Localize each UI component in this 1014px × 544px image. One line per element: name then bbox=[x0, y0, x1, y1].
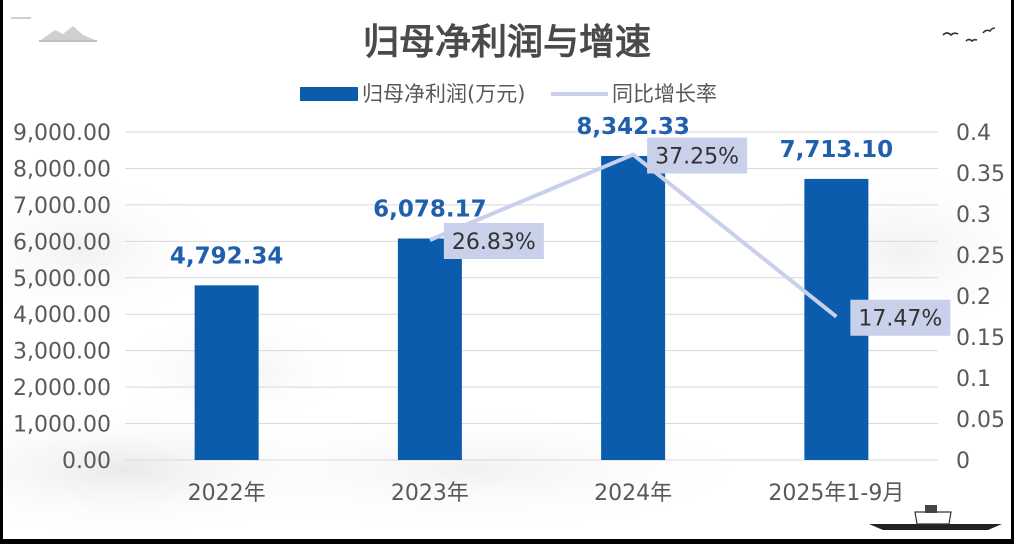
left-axis: 9,000.00 8,000.00 7,000.00 6,000.00 5,000.00… bbox=[13, 121, 111, 474]
right-axis-tick-label: 0.35 bbox=[956, 162, 1005, 187]
bar-data-label: 8,342.33 bbox=[576, 114, 690, 140]
left-axis-tick-label: 3,000.00 bbox=[13, 340, 111, 365]
line-series: 26.83% 37.25% 17.47% bbox=[429, 137, 951, 336]
growth-line bbox=[429, 152, 838, 319]
right-axis: 0.4 0.35 0.3 0.25 0.2 0.15 0.1 0.05 0 bbox=[956, 121, 1005, 474]
left-axis-tick-label: 5,000.00 bbox=[13, 267, 111, 292]
mountain-logo-icon bbox=[11, 17, 97, 42]
bar-data-label: 6,078.17 bbox=[373, 196, 487, 222]
left-axis-tick-label: 6,000.00 bbox=[13, 230, 111, 255]
legend-label-bar: 归母净利润(万元) bbox=[362, 82, 525, 106]
legend: 归母净利润(万元) 同比增长率 bbox=[300, 82, 717, 106]
line-data-label-text: 37.25% bbox=[655, 145, 739, 170]
left-axis-tick-label: 0.00 bbox=[62, 449, 111, 474]
line-data-label-text: 26.83% bbox=[452, 230, 536, 255]
x-axis-tick-label: 2023年 bbox=[391, 481, 469, 506]
line-data-label-text: 17.47% bbox=[858, 307, 942, 332]
left-axis-tick-label: 2,000.00 bbox=[13, 376, 111, 401]
birds-icon bbox=[942, 27, 996, 43]
left-axis-tick-label: 8,000.00 bbox=[13, 157, 111, 182]
chart-title: 归母净利润与增速 bbox=[363, 22, 651, 63]
left-axis-tick-label: 7,000.00 bbox=[13, 194, 111, 219]
right-axis-tick-label: 0.05 bbox=[956, 408, 1005, 433]
legend-label-line: 同比增长率 bbox=[612, 82, 717, 106]
chart: 归母净利润与增速 归母净利润(万元) 同比增长率 9,000.00 8,000.0… bbox=[3, 17, 1011, 539]
right-axis-tick-label: 0.25 bbox=[956, 244, 1005, 269]
bar bbox=[194, 285, 259, 460]
line-data-label: 26.83% bbox=[443, 222, 544, 259]
line-data-label: 17.47% bbox=[850, 299, 951, 336]
bar bbox=[397, 238, 462, 460]
right-axis-tick-label: 0.2 bbox=[956, 285, 991, 310]
bar-data-label: 4,792.34 bbox=[170, 243, 284, 269]
left-axis-tick-label: 9,000.00 bbox=[13, 121, 111, 146]
right-axis-tick-label: 0 bbox=[956, 449, 970, 474]
boat-icon bbox=[869, 505, 1002, 530]
x-axis-tick-label: 2025年1-9月 bbox=[768, 481, 904, 506]
right-axis-tick-label: 0.3 bbox=[956, 203, 991, 228]
legend-swatch-bar bbox=[300, 87, 358, 101]
left-axis-tick-label: 1,000.00 bbox=[13, 413, 111, 438]
right-axis-tick-label: 0.1 bbox=[956, 367, 991, 392]
right-axis-tick-label: 0.4 bbox=[956, 121, 991, 146]
line-data-label: 37.25% bbox=[647, 137, 748, 174]
line-data-label-box bbox=[647, 137, 748, 174]
x-axis: 2022年 2023年 2024年 2025年1-9月 bbox=[188, 481, 905, 506]
line-data-label-box bbox=[443, 222, 544, 259]
right-axis-tick-label: 0.15 bbox=[956, 326, 1005, 351]
x-axis-tick-label: 2022年 bbox=[188, 481, 266, 506]
left-axis-tick-label: 4,000.00 bbox=[13, 303, 111, 328]
line-data-label-box bbox=[850, 299, 951, 336]
bar bbox=[601, 155, 666, 460]
bar-data-label: 7,713.10 bbox=[780, 137, 894, 163]
x-axis-tick-label: 2024年 bbox=[594, 481, 672, 506]
